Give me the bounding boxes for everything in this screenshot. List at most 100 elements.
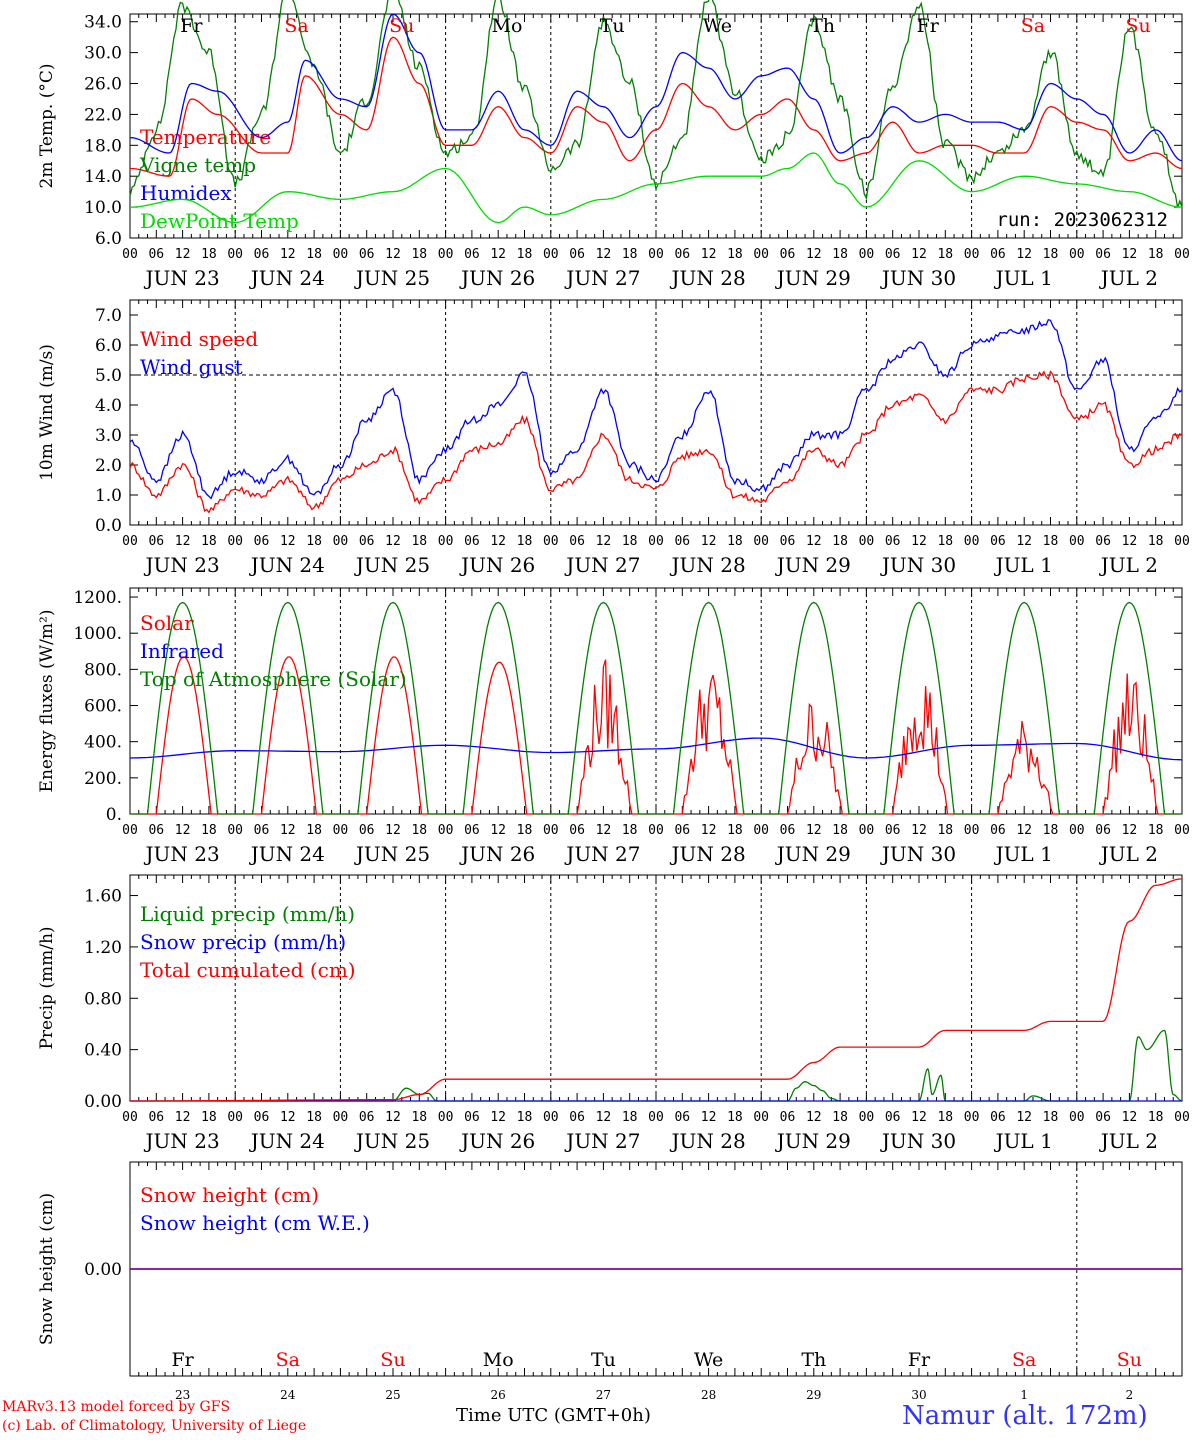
y-axis-label: 2m Temp. (°C) (37, 63, 57, 188)
date-label: JUL 1 (994, 266, 1053, 290)
hour-tick-label: 00 (1174, 1110, 1190, 1125)
date-label: JUN 25 (354, 266, 430, 290)
hour-tick-label: 00 (227, 1110, 243, 1125)
weekday-label-top: We (703, 15, 732, 37)
hour-tick-label: 06 (885, 247, 901, 262)
weekday-label-bottom: Fr (171, 1349, 194, 1371)
day-number-label: 1 (1020, 1388, 1028, 1402)
hour-tick-label: 00 (964, 534, 980, 549)
hour-tick-label: 12 (1016, 247, 1032, 262)
hour-tick-label: 12 (175, 247, 191, 262)
hour-tick-label: 06 (885, 1110, 901, 1125)
hour-tick-label: 18 (1148, 247, 1164, 262)
date-label: JUL 1 (994, 553, 1053, 577)
hour-tick-label: 06 (254, 247, 270, 262)
y-tick-label: 0.00 (84, 1260, 122, 1280)
date-label: JUN 28 (670, 842, 746, 866)
y-tick-label: 30.0 (84, 44, 122, 64)
hour-tick-label: 06 (1095, 247, 1111, 262)
hour-tick-label: 00 (543, 823, 559, 838)
date-label: JUN 27 (564, 842, 640, 866)
date-label: JUN 30 (880, 1129, 956, 1153)
y-tick-label: 7.0 (95, 306, 122, 326)
hour-tick-label: 12 (1122, 534, 1138, 549)
date-label: JUN 24 (249, 266, 325, 290)
hour-tick-label: 12 (175, 534, 191, 549)
date-label: JUN 27 (564, 266, 640, 290)
weekday-label-bottom: Sa (1012, 1349, 1036, 1371)
y-tick-label: 3.0 (95, 426, 122, 446)
date-label: JUN 28 (670, 266, 746, 290)
hour-tick-label: 12 (701, 823, 717, 838)
hour-tick-label: 00 (333, 534, 349, 549)
hour-tick-label: 12 (806, 534, 822, 549)
hour-tick-label: 18 (832, 247, 848, 262)
y-axis-label: Precip (mm/h) (37, 926, 57, 1049)
legend-entry: Snow height (cm) (140, 1183, 319, 1207)
hour-tick-label: 12 (280, 247, 296, 262)
hour-tick-label: 18 (517, 247, 533, 262)
hour-tick-label: 12 (280, 1110, 296, 1125)
hour-tick-label: 06 (254, 534, 270, 549)
hour-tick-label: 12 (1016, 1110, 1032, 1125)
hour-tick-label: 06 (780, 823, 796, 838)
hour-tick-label: 00 (543, 534, 559, 549)
hour-tick-label: 12 (596, 247, 612, 262)
hour-tick-label: 00 (122, 247, 138, 262)
hour-tick-label: 18 (411, 823, 427, 838)
hour-tick-label: 00 (964, 1110, 980, 1125)
hour-tick-label: 00 (648, 247, 664, 262)
y-tick-label: 5.0 (95, 366, 122, 386)
y-tick-label: 1.20 (84, 938, 122, 958)
y-tick-label: 6.0 (95, 229, 122, 249)
y-tick-label: 600. (84, 697, 122, 717)
weekday-label-top: Su (1126, 15, 1151, 37)
date-label: JUN 26 (459, 1129, 535, 1153)
hour-tick-label: 06 (990, 534, 1006, 549)
hour-tick-label: 00 (753, 1110, 769, 1125)
day-number-label: 23 (175, 1388, 190, 1402)
y-tick-label: 4.0 (95, 396, 122, 416)
hour-tick-label: 00 (1174, 247, 1190, 262)
hour-tick-label: 18 (832, 1110, 848, 1125)
station-label: Namur (alt. 172m) (902, 1401, 1148, 1431)
weekday-label-top: Fr (917, 15, 940, 37)
hour-tick-label: 18 (832, 823, 848, 838)
hour-tick-label: 18 (306, 823, 322, 838)
series-line-dewpoint-temp (129, 152, 1183, 224)
hour-tick-label: 06 (674, 823, 690, 838)
legend-entry: Solar (140, 611, 194, 635)
hour-tick-label: 12 (911, 534, 927, 549)
hour-tick-label: 18 (517, 823, 533, 838)
hour-tick-label: 06 (464, 247, 480, 262)
hour-tick-label: 12 (1122, 247, 1138, 262)
weekday-label-top: Tu (600, 15, 625, 37)
legend-entry: Total cumulated (cm) (140, 958, 356, 982)
weekday-label-bottom: Mo (483, 1349, 514, 1371)
hour-tick-label: 18 (622, 247, 638, 262)
hour-tick-label: 12 (596, 1110, 612, 1125)
day-number-label: 27 (596, 1388, 611, 1402)
hour-tick-label: 18 (1043, 534, 1059, 549)
day-number-label: 2 (1126, 1388, 1134, 1402)
legend-entry: Liquid precip (mm/h) (140, 902, 355, 926)
hour-tick-label: 18 (517, 534, 533, 549)
date-label: JUN 24 (249, 1129, 325, 1153)
hour-tick-label: 06 (780, 534, 796, 549)
hour-tick-label: 18 (937, 823, 953, 838)
hour-tick-label: 00 (648, 534, 664, 549)
hour-tick-label: 06 (569, 823, 585, 838)
hour-tick-label: 12 (490, 1110, 506, 1125)
hour-tick-label: 06 (674, 1110, 690, 1125)
hour-tick-label: 06 (254, 1110, 270, 1125)
hour-tick-label: 18 (832, 534, 848, 549)
hour-tick-label: 00 (753, 247, 769, 262)
y-axis-label: 10m Wind (m/s) (37, 344, 57, 481)
hour-tick-label: 18 (1043, 823, 1059, 838)
hour-tick-label: 00 (543, 247, 559, 262)
hour-tick-label: 18 (411, 247, 427, 262)
weekday-label-top: Mo (492, 15, 523, 37)
hour-tick-label: 06 (359, 823, 375, 838)
hour-tick-label: 00 (753, 534, 769, 549)
date-label: JUN 26 (459, 842, 535, 866)
